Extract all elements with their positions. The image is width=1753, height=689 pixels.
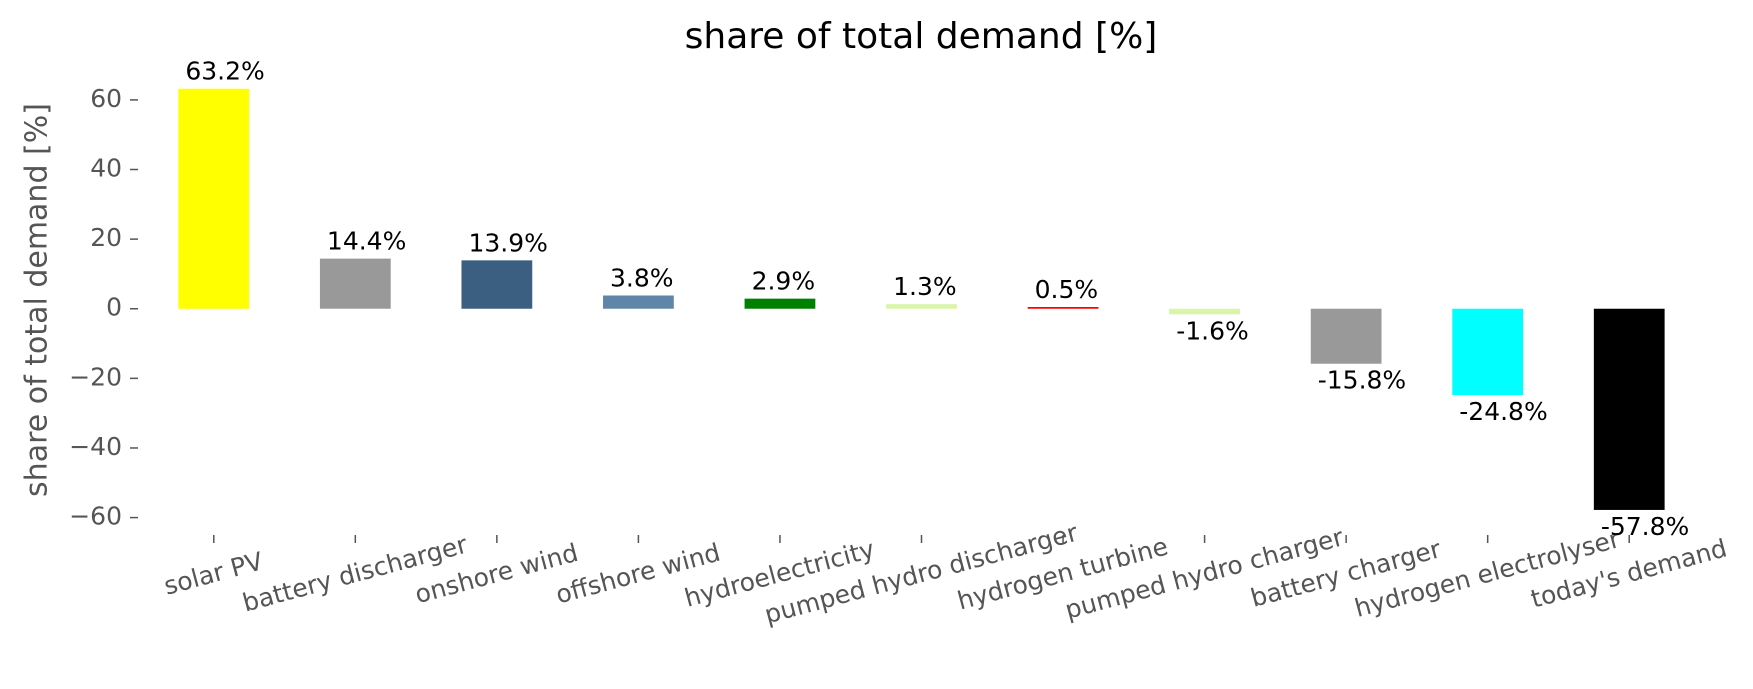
bar [1593, 308, 1665, 510]
chart-title: share of total demand [%] [685, 16, 1158, 57]
bar [886, 304, 957, 309]
bar [603, 295, 674, 309]
value-label: 14.4% [327, 227, 406, 256]
y-tick-label: −20 [69, 362, 122, 391]
value-label: -57.8% [1601, 512, 1689, 541]
y-tick-label: −40 [69, 432, 122, 461]
bar [461, 260, 533, 309]
y-tick-label: 60 [90, 84, 122, 113]
bar [1169, 308, 1240, 315]
value-label: 0.5% [1035, 275, 1099, 304]
bar [1310, 308, 1382, 364]
value-label: 13.9% [468, 228, 547, 257]
value-label: 1.3% [893, 272, 957, 301]
y-axis-label: share of total demand [%] [20, 103, 55, 497]
bar [1452, 308, 1524, 396]
y-tick-label: 0 [106, 293, 122, 322]
value-label: 2.9% [752, 267, 816, 296]
bar [1027, 307, 1099, 309]
bar [178, 88, 250, 309]
y-tick-label: 40 [90, 154, 122, 183]
value-label: -24.8% [1459, 397, 1547, 426]
y-tick-label: −60 [69, 502, 122, 531]
value-label: 3.8% [610, 264, 674, 293]
bar [744, 298, 816, 309]
value-label: 63.2% [185, 57, 264, 86]
value-label: -1.6% [1176, 316, 1249, 345]
bar [319, 258, 391, 309]
value-label: -15.8% [1318, 366, 1406, 395]
y-tick-label: 20 [90, 223, 122, 252]
